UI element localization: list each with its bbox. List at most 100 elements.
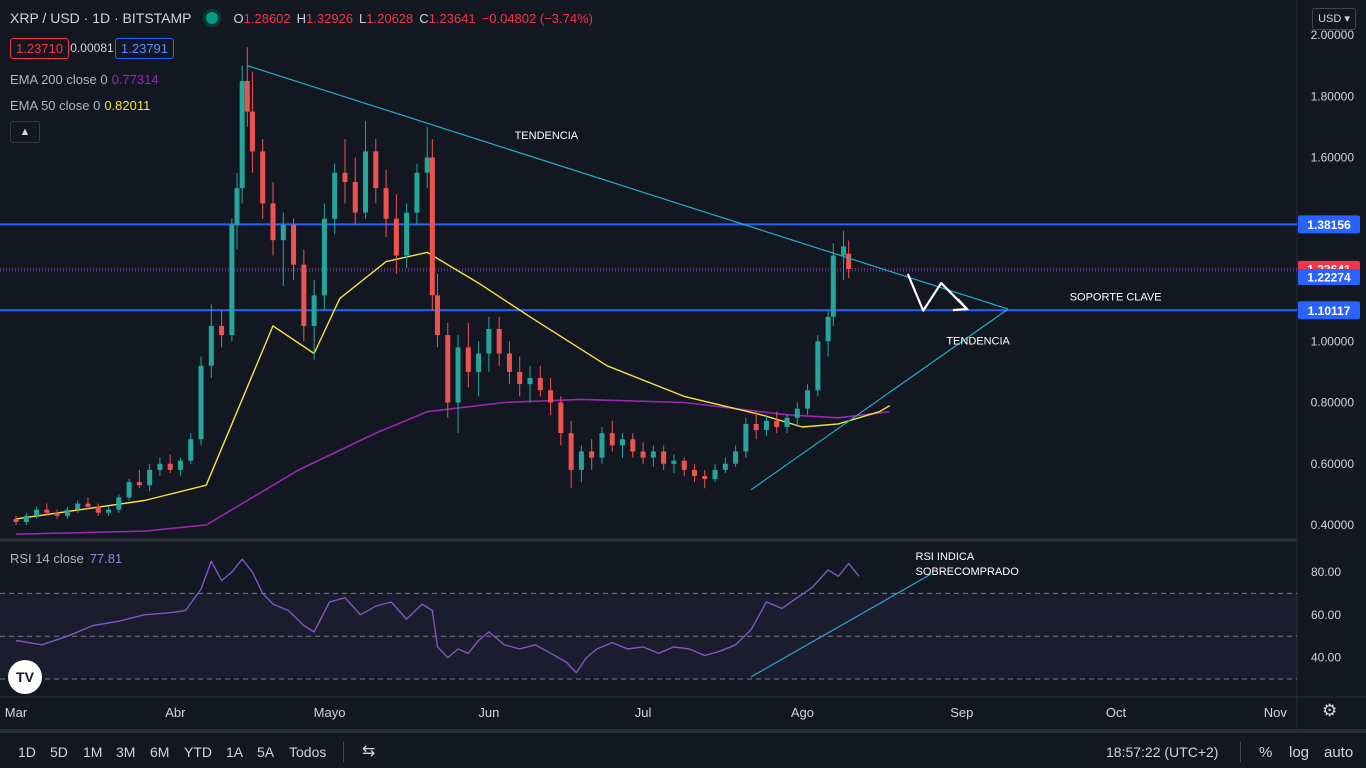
projection-path[interactable] xyxy=(906,273,968,312)
timeframe-todos[interactable]: Todos xyxy=(289,744,327,760)
price-tag xyxy=(1298,269,1360,286)
ema50-legend[interactable]: EMA 50 close 0 0.82011 xyxy=(10,98,150,113)
candle-body xyxy=(311,295,317,326)
trend-line[interactable] xyxy=(247,65,1009,310)
candle-body xyxy=(244,80,250,112)
candle-body xyxy=(229,224,235,336)
candle-body xyxy=(599,433,605,458)
candle-body xyxy=(352,182,358,213)
price-axis-tick: 1.80000 xyxy=(1311,89,1355,103)
level-price-tag xyxy=(1298,301,1360,320)
candle-body xyxy=(383,188,389,219)
currency-select[interactable]: USD ▾ xyxy=(1312,8,1356,30)
currency-value: USD xyxy=(1318,13,1342,25)
rsi-label: RSI 14 close xyxy=(10,551,84,566)
candle-body xyxy=(455,347,461,403)
rsi-legend[interactable]: RSI 14 close 77.81 xyxy=(10,551,122,566)
candle-body xyxy=(640,451,646,458)
rsi-axis-tick: 40.00 xyxy=(1311,651,1341,665)
rsi-trend-line[interactable] xyxy=(750,573,932,678)
open-value: 1.28602 xyxy=(243,11,291,26)
symbol-name[interactable]: XRP / USD · 1D · BITSTAMP xyxy=(10,10,192,26)
chart-background xyxy=(0,0,1366,729)
candle-body xyxy=(537,378,543,391)
candle-body xyxy=(548,390,554,403)
bid-price-button[interactable]: 1.23710 xyxy=(10,38,69,59)
candle-body xyxy=(650,451,656,458)
candle-body xyxy=(54,512,60,516)
gear-icon[interactable]: ⚙ xyxy=(1322,701,1338,720)
candle-body xyxy=(506,353,512,372)
low-label: L xyxy=(359,11,367,26)
rsi-annotation-line2[interactable]: SOBRECOMPRADO xyxy=(916,566,1020,578)
candle-body xyxy=(763,420,769,431)
market-status-icon[interactable] xyxy=(205,12,218,24)
timeframe-6m[interactable]: 6M xyxy=(150,744,170,760)
candle-body xyxy=(784,417,790,427)
trend-line[interactable] xyxy=(750,308,1009,491)
price-axis-tick: 1.60000 xyxy=(1311,151,1355,165)
candle-body xyxy=(198,365,204,440)
rsi-annotation-line1[interactable]: RSI INDICA xyxy=(916,551,975,563)
candle-body xyxy=(609,433,615,446)
candle-body xyxy=(64,509,70,516)
candle-body xyxy=(424,157,430,173)
bottom-toolbar: 1D 5D 1M 3M 6M YTD 1A 5A Todos ⇆ 18:57:2… xyxy=(0,729,1366,768)
timeframe-1m[interactable]: 1M xyxy=(83,744,103,760)
price-axis-tick: 0.80000 xyxy=(1311,396,1355,410)
auto-toggle[interactable]: auto xyxy=(1324,744,1354,761)
candle-body xyxy=(23,515,29,522)
candle-body xyxy=(805,390,811,409)
percent-toggle[interactable]: % xyxy=(1259,744,1273,761)
rsi-axis-tick: 60.00 xyxy=(1311,608,1341,622)
ema50-label: EMA 50 close 0 xyxy=(10,98,101,113)
candle-body xyxy=(126,482,132,498)
candle-body xyxy=(841,246,847,256)
open-label: O xyxy=(233,11,244,26)
timeframe-5d[interactable]: 5D xyxy=(50,744,68,760)
candle-body xyxy=(332,172,338,219)
candle-body xyxy=(712,469,718,480)
ask-price-button[interactable]: 1.23791 xyxy=(115,38,174,59)
timeframe-1d[interactable]: 1D xyxy=(18,744,36,760)
candle-body xyxy=(830,255,836,317)
timeframe-5a[interactable]: 5A xyxy=(257,744,275,760)
candle-body xyxy=(373,151,379,189)
chevron-down-icon: ▾ xyxy=(1341,13,1350,25)
candle-body xyxy=(157,463,163,470)
candle-body xyxy=(753,423,759,431)
clock[interactable]: 18:57:22 (UTC+2) xyxy=(1106,744,1219,760)
rsi-line xyxy=(15,558,860,674)
chart-annotation[interactable]: SOPORTE CLAVE xyxy=(1070,292,1162,304)
candle-body xyxy=(363,151,369,213)
chart-annotation[interactable]: TENDENCIA xyxy=(946,335,1010,347)
rsi-axis-tick: 80.00 xyxy=(1311,565,1341,579)
chart-annotation[interactable]: TENDENCIA xyxy=(515,130,579,142)
timeframe-1a[interactable]: 1A xyxy=(226,744,244,760)
axes: 2.00000 1.80000 1.60000 1.00000 0.80000 0.600… xyxy=(5,28,1355,720)
tradingview-logo[interactable]: TV xyxy=(8,660,42,694)
timeframe-ytd[interactable]: YTD xyxy=(184,744,212,760)
ema200-line xyxy=(15,398,890,535)
price-tag-label: 1.22274 xyxy=(1307,271,1351,285)
collapse-legend-button[interactable]: ▲ xyxy=(10,121,40,143)
candle-body xyxy=(691,469,697,476)
chevron-up-icon: ▲ xyxy=(19,126,31,138)
rsi-pane: RSI INDICA SOBRECOMPRADO xyxy=(0,551,1297,744)
ema50-value: 0.82011 xyxy=(104,98,151,113)
time-axis-tick: Mar xyxy=(5,705,28,720)
price-axis-tick: 1.00000 xyxy=(1311,334,1355,348)
level-price-label: 1.38156 xyxy=(1307,218,1351,232)
date-range-icon[interactable]: ⇆ xyxy=(362,743,376,760)
close-value: 1.23641 xyxy=(428,11,476,26)
ema200-legend[interactable]: EMA 200 close 0 0.77314 xyxy=(10,72,159,87)
timeframe-3m[interactable]: 3M xyxy=(116,744,136,760)
symbol-legend: XRP / USD · 1D · BITSTAMP O1.28602 H1.3292… xyxy=(10,10,599,26)
log-toggle[interactable]: log xyxy=(1289,744,1310,761)
ema200-value: 0.77314 xyxy=(111,72,159,87)
candle-body xyxy=(558,402,564,434)
drawings[interactable]: TENDENCIA SOPORTE CLAVE TENDENCIA xyxy=(247,65,1162,491)
candle-body xyxy=(794,408,800,418)
